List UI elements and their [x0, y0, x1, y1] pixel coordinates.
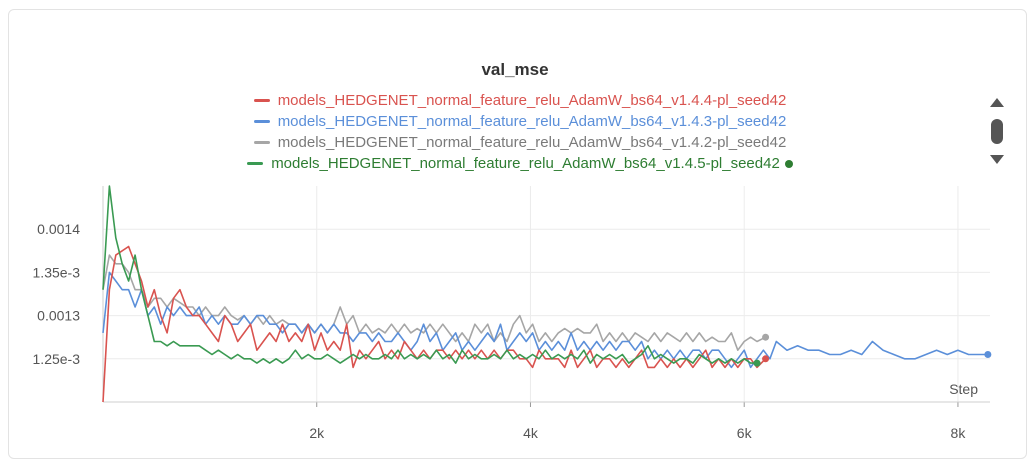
legend-swatch	[253, 141, 270, 144]
legend-entry-v1-4-4[interactable]: models_HEDGENET_normal_feature_relu_Adam…	[200, 90, 840, 111]
legend-entry-v1-4-2[interactable]: models_HEDGENET_normal_feature_relu_Adam…	[200, 132, 840, 153]
legend-entry-v1-4-5[interactable]: models_HEDGENET_normal_feature_relu_Adam…	[200, 153, 840, 174]
triangle-down-icon[interactable]	[990, 155, 1004, 164]
legend-scroller[interactable]	[985, 92, 1009, 172]
legend-entry-v1-4-3[interactable]: models_HEDGENET_normal_feature_relu_Adam…	[200, 111, 840, 132]
chart-legend: models_HEDGENET_normal_feature_relu_Adam…	[200, 90, 840, 174]
legend-label: models_HEDGENET_normal_feature_relu_Adam…	[271, 155, 780, 172]
chart-title: val_mse	[481, 60, 549, 79]
legend-swatch	[253, 120, 270, 123]
legend-label: models_HEDGENET_normal_feature_relu_Adam…	[277, 134, 787, 151]
legend-swatch	[247, 162, 264, 165]
triangle-up-icon[interactable]	[990, 98, 1004, 107]
legend-label: models_HEDGENET_normal_feature_relu_Adam…	[277, 113, 787, 130]
scroll-thumb[interactable]	[991, 119, 1003, 144]
legend-swatch	[253, 99, 270, 102]
legend-active-dot	[784, 159, 793, 168]
legend-label: models_HEDGENET_normal_feature_relu_Adam…	[277, 92, 787, 109]
